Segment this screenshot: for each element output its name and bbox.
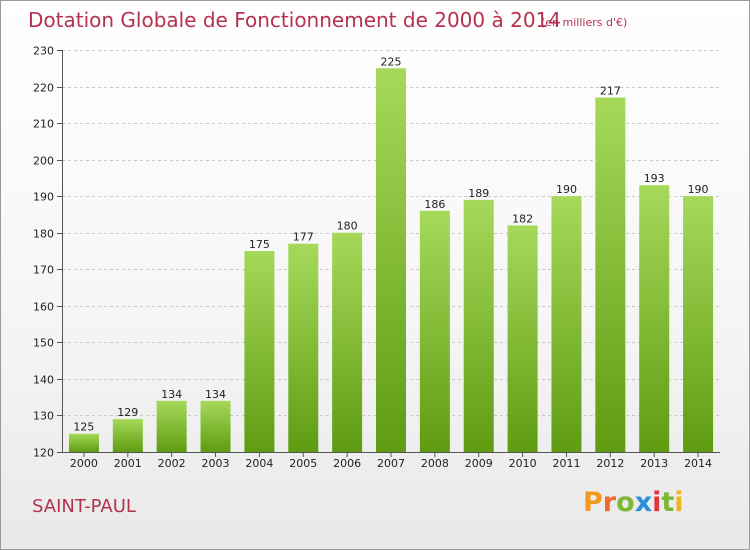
brand-letter: x [634,487,653,518]
data-label: 134 [161,388,182,401]
unit-note: (en milliers d'€) [541,16,628,29]
bar [200,400,231,452]
data-label: 134 [205,388,226,401]
bar [639,185,670,452]
y-tick-label: 190 [33,191,54,204]
brand-letter: P [583,487,603,518]
bars [68,68,714,452]
axes: 120 130 140 150 160 170 180 190 200 210 220 230 [33,45,720,460]
brand-letter: o [616,487,635,518]
data-label: 225 [381,55,402,68]
chart-title: Dotation Globale de Fonctionnement de 20… [28,8,561,32]
x-tick-label: 2001 [114,457,142,470]
bar [244,251,275,452]
bar [463,199,494,452]
data-label: 175 [249,238,270,251]
brand-letter: t [661,487,675,518]
y-tick-label: 220 [33,82,54,95]
x-tick-label: 2008 [421,457,449,470]
x-tick-label: 2014 [684,457,712,470]
x-tick-label: 2003 [202,457,230,470]
brand-letter: i [652,487,662,518]
x-tick-label: 2007 [377,457,405,470]
data-label: 180 [337,220,358,233]
data-label: 182 [512,212,533,225]
bar [288,243,319,452]
y-tick-label: 120 [33,447,54,460]
y-tick-label: 140 [33,374,54,387]
data-label: 190 [556,183,577,196]
labels: 2000 125 2001 129 2002 134 2003 134 2004 175 2005 1… [70,55,712,470]
y-tick-label: 160 [33,301,54,314]
data-label: 217 [600,85,621,98]
y-tick-label: 150 [33,337,54,350]
bar [156,400,187,452]
x-tick-label: 2010 [509,457,537,470]
x-tick-label: 2004 [245,457,273,470]
bar [507,225,538,452]
data-label: 186 [424,198,445,211]
bar [68,433,99,452]
x-tick-label: 2013 [640,457,668,470]
data-label: 189 [468,187,489,200]
x-tick-label: 2005 [289,457,317,470]
y-tick-label: 230 [33,45,54,58]
commune-name: SAINT-PAUL [32,496,136,517]
data-label: 190 [688,183,709,196]
bar [551,196,582,452]
data-label: 129 [117,406,138,419]
proxiti-logo: Proxiti [583,487,684,518]
bar [419,210,450,452]
y-tick-label: 180 [33,228,54,241]
bar [376,68,406,452]
x-tick-label: 2012 [596,457,624,470]
data-label: 193 [644,172,665,185]
bar [683,196,714,452]
y-tick-label: 200 [33,155,54,168]
bar [332,232,363,452]
data-label: 125 [73,421,94,434]
x-tick-label: 2009 [465,457,493,470]
x-tick-label: 2000 [70,457,98,470]
x-tick-label: 2002 [158,457,186,470]
bar [595,97,626,452]
x-tick-label: 2011 [552,457,580,470]
y-tick-label: 210 [33,118,54,131]
data-label: 177 [293,231,314,244]
bar [112,419,143,452]
y-tick-label: 130 [33,410,54,423]
x-tick-label: 2006 [333,457,361,470]
brand-letter: r [602,487,617,518]
y-tick-label: 170 [33,264,54,277]
brand-letter: i [674,487,684,518]
